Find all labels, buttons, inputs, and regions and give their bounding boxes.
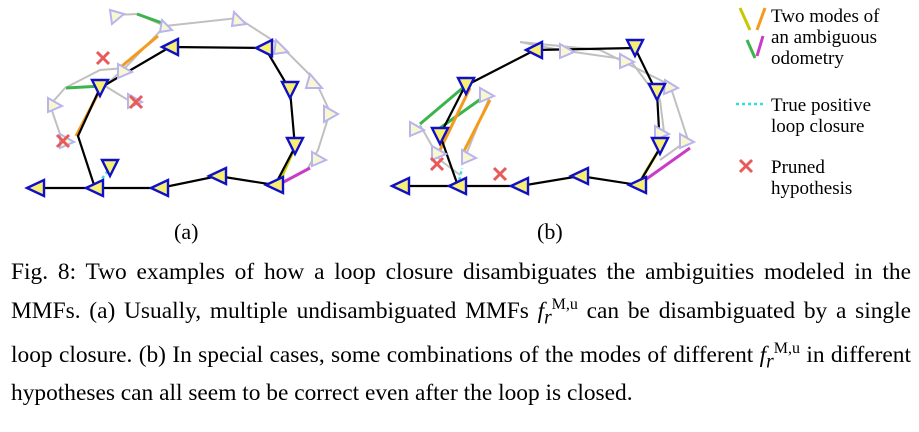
pruned-icon	[128, 94, 144, 110]
ghost-pose-marker	[47, 96, 65, 114]
subfigure-b-graph	[389, 38, 697, 196]
pose-marker	[280, 80, 300, 101]
pruned-markers	[429, 156, 508, 182]
figure-graphic	[24, 7, 767, 198]
pose-marker	[159, 37, 180, 57]
legend-ambiguous-odometry: Two modes of an ambiguous odometry	[771, 6, 919, 69]
pose-marker	[626, 175, 648, 195]
math-subscript: r	[544, 306, 552, 328]
subfigure-a-graph	[24, 8, 341, 198]
ghost-pose-marker	[108, 8, 127, 26]
ghost-pose-marker	[230, 9, 249, 28]
legend-green-mode	[738, 7, 752, 31]
caption-middle: can be disambiguated by a single loop cl…	[11, 297, 911, 369]
legend-pruned-icon	[738, 158, 754, 174]
legend-line: True positive	[771, 95, 872, 116]
pruned-icon	[492, 166, 508, 182]
pruned-icon	[95, 50, 111, 66]
mode-edge-orange	[438, 87, 472, 151]
pose-marker	[568, 166, 590, 186]
pose-marker	[446, 176, 468, 196]
ghost-pose-marker	[323, 104, 341, 124]
pruned-icon	[55, 133, 71, 149]
pruned-icon	[429, 156, 445, 172]
poses	[24, 37, 305, 198]
pose-marker	[389, 176, 411, 196]
legend-line: Two modes of	[771, 6, 880, 27]
pose-marker	[647, 82, 667, 103]
legend-magenta-mode	[755, 35, 765, 57]
ghost-pose-marker	[619, 52, 637, 70]
pose-marker	[206, 166, 228, 186]
subfigure-label: (a)	[174, 219, 199, 244]
ghost-poses	[409, 42, 697, 166]
legend-loop-closure-text: True positive loop closure	[771, 95, 919, 137]
caption-suffix: in different hypotheses can all seem to …	[11, 342, 911, 407]
pose-marker	[90, 78, 110, 99]
math-symbol: f	[759, 342, 767, 369]
pose-marker	[456, 76, 476, 97]
mode-edge-green	[136, 12, 166, 26]
odometry-trajectory	[35, 45, 297, 190]
pose-marker	[508, 176, 530, 196]
math-superscript: M,u	[551, 295, 578, 313]
ghost-pose-marker	[158, 17, 175, 34]
legend-line: loop closure	[771, 116, 865, 137]
ghost-trajectory	[48, 13, 167, 141]
ghost-pose-marker	[409, 120, 427, 138]
pose-marker	[285, 136, 305, 157]
pose-marker	[253, 38, 274, 58]
ghost-pose-marker	[311, 150, 329, 168]
subfigure-label: (b)	[537, 219, 563, 244]
ghost-trajectory	[519, 41, 667, 176]
ghost-pose-marker	[117, 62, 135, 80]
legend-symbols	[736, 7, 767, 174]
pose-marker	[430, 126, 450, 147]
legend-line: odometry	[771, 48, 844, 69]
caption-prefix: Fig. 8: Two examples of how a loop closu…	[11, 259, 911, 324]
pose-marker	[100, 158, 120, 179]
pose-marker	[650, 136, 670, 157]
pose-marker	[263, 175, 285, 195]
figure-caption: Fig. 8: Two examples of how a loop closu…	[11, 257, 911, 410]
pose-marker	[625, 38, 645, 59]
ghost-pose-marker	[431, 144, 449, 162]
pose-marker	[523, 40, 544, 60]
mode-edge-orange	[460, 99, 492, 156]
poses	[389, 38, 670, 196]
pruned-markers	[55, 50, 144, 149]
math-superscript: M,u	[773, 340, 800, 358]
mode-edge-orange	[121, 34, 159, 68]
ghost-pose-marker	[461, 148, 479, 166]
ghost-pose-marker	[679, 132, 697, 150]
math-symbol: f	[537, 297, 545, 324]
legend-line: hypothesis	[771, 178, 853, 199]
pose-marker	[83, 178, 105, 198]
mode-edge-green	[419, 84, 466, 126]
legend-orange-mode	[755, 7, 767, 31]
legend-line: an ambiguous	[771, 27, 878, 48]
legend-pruned-text: Pruned hypothesis	[771, 157, 919, 199]
ghost-pose-marker	[559, 42, 577, 60]
pose-marker	[148, 178, 170, 198]
ghost-pose-marker	[272, 37, 291, 56]
ghost-pose-marker	[662, 78, 681, 96]
ghost-pose-marker	[304, 71, 325, 89]
math-subscript: r	[766, 351, 774, 373]
legend-green-mode	[745, 39, 757, 59]
ghost-pose-marker	[479, 86, 497, 104]
pose-marker	[24, 178, 46, 198]
legend-line: Pruned	[771, 157, 825, 178]
